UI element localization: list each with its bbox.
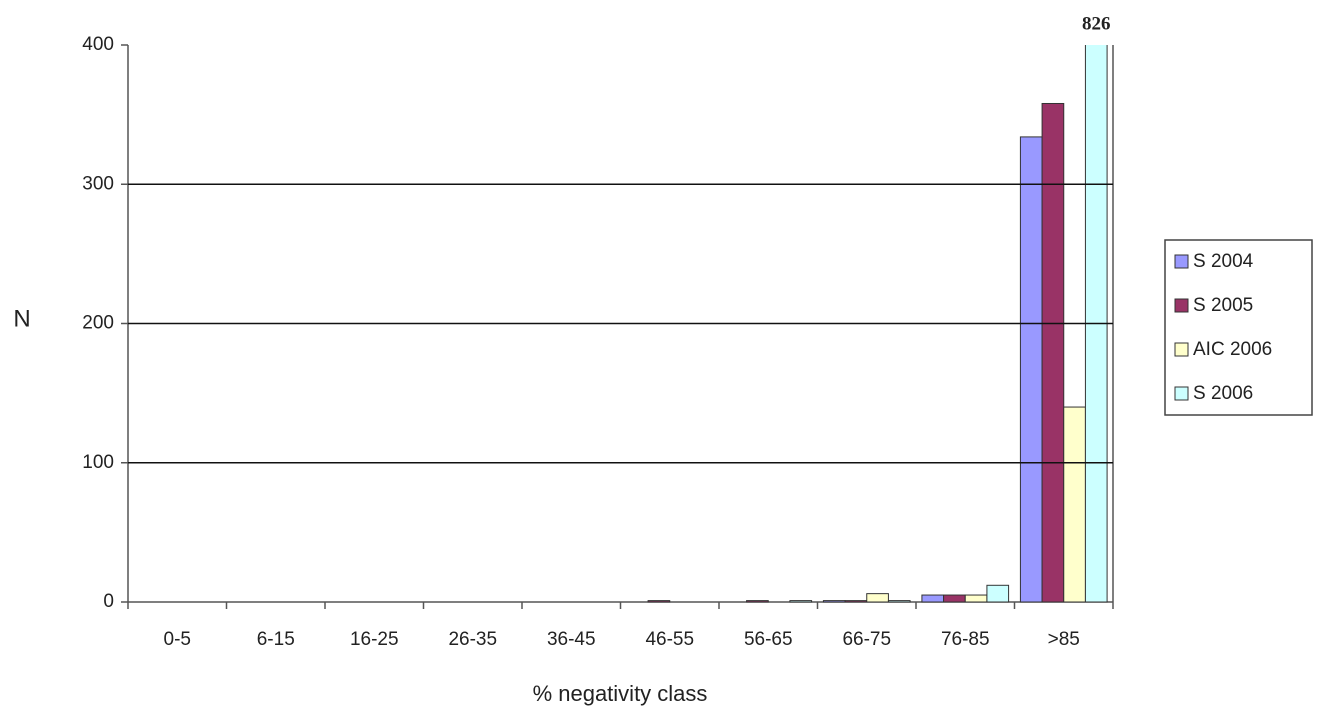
y-tick-label: 400 bbox=[82, 34, 114, 55]
x-tick-label: 16-25 bbox=[350, 629, 399, 650]
legend-swatch bbox=[1174, 386, 1189, 401]
y-tick-label: 200 bbox=[82, 313, 114, 334]
bar bbox=[844, 600, 868, 603]
x-tick-label: 66-75 bbox=[842, 629, 891, 650]
value-label: 826 bbox=[1082, 13, 1111, 34]
x-tick-label: 26-35 bbox=[448, 629, 497, 650]
y-tick-label: 100 bbox=[82, 452, 114, 473]
x-axis-label: % negativity class bbox=[533, 681, 708, 706]
legend-swatch bbox=[1174, 254, 1189, 269]
legend-label: S 2004 bbox=[1193, 251, 1254, 272]
legend-label: S 2005 bbox=[1193, 295, 1253, 316]
bar bbox=[1041, 102, 1065, 603]
legend bbox=[1164, 239, 1313, 416]
x-tick-label: 76-85 bbox=[941, 629, 990, 650]
bar bbox=[964, 594, 988, 603]
x-tick-label: >85 bbox=[1048, 629, 1080, 650]
bar bbox=[943, 594, 966, 603]
bar bbox=[1063, 406, 1086, 603]
bar bbox=[921, 594, 945, 603]
legend-label: AIC 2006 bbox=[1193, 339, 1272, 360]
bar bbox=[789, 600, 813, 603]
y-axis-label: N bbox=[13, 305, 30, 332]
bar bbox=[887, 600, 911, 603]
legend-swatch bbox=[1174, 342, 1189, 357]
bars bbox=[647, 45, 1108, 603]
bar bbox=[822, 600, 846, 603]
bar bbox=[986, 584, 1010, 603]
bar bbox=[1019, 136, 1043, 603]
bar bbox=[746, 600, 769, 603]
bar bbox=[1084, 45, 1108, 603]
y-tick-label: 300 bbox=[82, 173, 114, 194]
x-tick-label: 6-15 bbox=[257, 629, 295, 650]
y-tick-label: 0 bbox=[103, 591, 114, 612]
bar bbox=[647, 600, 671, 603]
x-tick-label: 36-45 bbox=[547, 629, 596, 650]
x-tick-label: 46-55 bbox=[645, 629, 694, 650]
legend-swatch bbox=[1174, 298, 1189, 313]
legend-label: S 2006 bbox=[1193, 383, 1253, 404]
bar bbox=[866, 593, 889, 603]
x-tick-label: 56-65 bbox=[744, 629, 793, 650]
x-tick-label: 0-5 bbox=[164, 629, 191, 650]
